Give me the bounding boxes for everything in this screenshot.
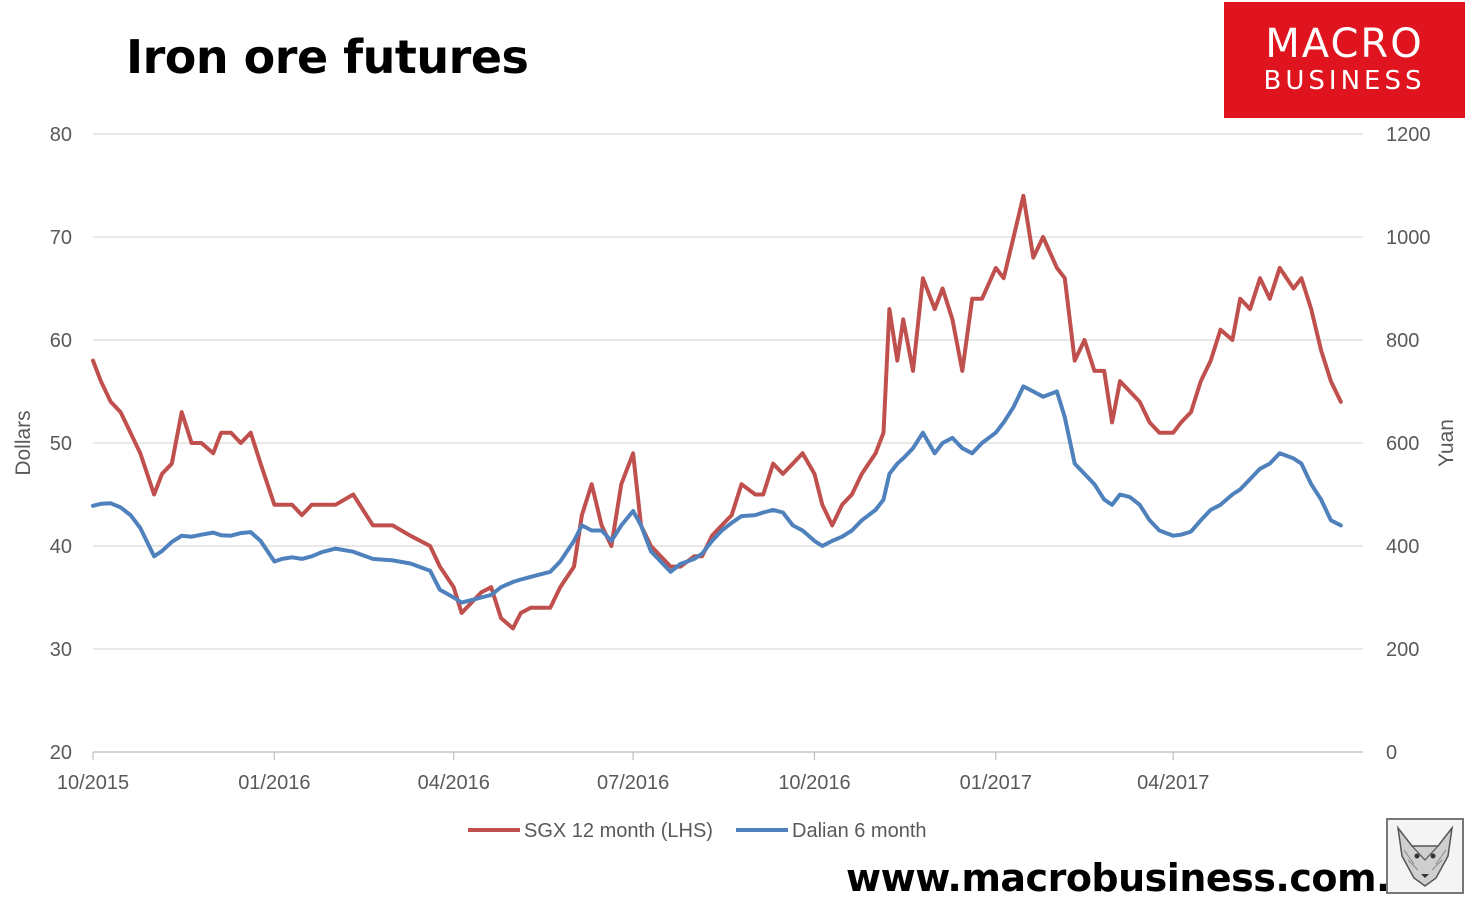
y-tick-label: 20 bbox=[50, 742, 72, 764]
x-tick-label: 10/2016 bbox=[778, 772, 850, 794]
chart-title: Iron ore futures bbox=[126, 30, 529, 84]
x-tick-label: 01/2016 bbox=[238, 772, 310, 794]
y-tick-label: 30 bbox=[50, 639, 72, 661]
y2-tick-label: 200 bbox=[1386, 639, 1419, 661]
left-axis-ticks: 80 70 60 50 40 30 20 bbox=[50, 124, 72, 764]
y2-tick-label: 0 bbox=[1386, 742, 1397, 764]
website-url: www.macrobusiness.com.au bbox=[846, 856, 1442, 897]
brand-logo: MACRO BUSINESS bbox=[1224, 2, 1465, 118]
x-tick-label: 04/2016 bbox=[418, 772, 490, 794]
x-tick-label: 04/2017 bbox=[1137, 772, 1209, 794]
series-lines bbox=[91, 193, 1343, 631]
y-tick-label: 60 bbox=[50, 330, 72, 352]
y2-axis-title: Yuan bbox=[1435, 419, 1458, 467]
brand-line1: MACRO bbox=[1265, 21, 1424, 67]
x-axis-ticks: 10/2015 01/2016 04/2016 07/2016 10/2016 01/20… bbox=[57, 751, 1363, 794]
x-tick-label: 10/2015 bbox=[57, 772, 129, 794]
x-tick-label: 07/2016 bbox=[597, 772, 669, 794]
y2-tick-label: 1200 bbox=[1386, 124, 1431, 146]
x-tick-label: 01/2017 bbox=[960, 772, 1032, 794]
y2-tick-label: 400 bbox=[1386, 536, 1419, 558]
y-axis-title: Dollars bbox=[12, 410, 35, 475]
y-tick-label: 80 bbox=[50, 124, 72, 146]
fox-icon bbox=[1386, 818, 1464, 894]
series-line-sgx bbox=[91, 193, 1343, 631]
gridlines bbox=[93, 133, 1363, 753]
y2-tick-label: 800 bbox=[1386, 330, 1419, 352]
series-line-dalian bbox=[91, 384, 1343, 605]
y-tick-label: 70 bbox=[50, 227, 72, 249]
brand-line2: BUSINESS bbox=[1263, 66, 1426, 96]
right-axis-ticks: 1200 1000 800 600 400 200 0 bbox=[1386, 124, 1431, 764]
y2-tick-label: 1000 bbox=[1386, 227, 1431, 249]
y2-tick-label: 600 bbox=[1386, 433, 1419, 455]
y-tick-label: 50 bbox=[50, 433, 72, 455]
y-tick-label: 40 bbox=[50, 536, 72, 558]
legend: SGX 12 month (LHS) Dalian 6 month bbox=[468, 820, 927, 842]
legend-label: Dalian 6 month bbox=[792, 820, 927, 842]
legend-label: SGX 12 month (LHS) bbox=[524, 820, 713, 842]
